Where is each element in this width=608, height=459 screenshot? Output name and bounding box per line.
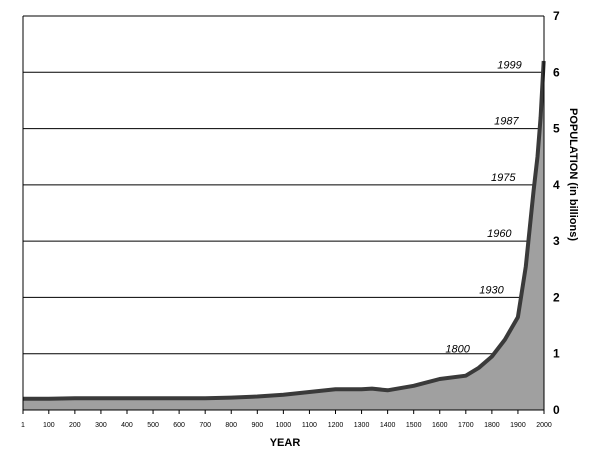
x-tick-label: 1800 xyxy=(484,422,500,429)
x-tick-label: 1900 xyxy=(510,422,526,429)
y-tick-label: 0 xyxy=(553,403,560,417)
y-tick-label: 7 xyxy=(553,9,560,23)
x-tick-label: 1500 xyxy=(406,422,422,429)
gridlines xyxy=(23,15,544,355)
y-tick-labels: 0 1 2 3 4 5 6 7 xyxy=(553,9,560,417)
x-axis-label: YEAR xyxy=(270,437,301,449)
x-tick-label: 300 xyxy=(95,422,107,429)
x-tick-label: 900 xyxy=(251,422,263,429)
x-tick-label: 500 xyxy=(147,422,159,429)
axes xyxy=(22,16,545,414)
x-tick-labels: 1 100 200 300 400 500 600 700 800 900 1000 1100 1200… xyxy=(21,422,552,429)
x-tick-label: 1600 xyxy=(432,422,448,429)
x-tick-label: 1100 xyxy=(302,422,317,429)
x-tick-label: 1300 xyxy=(354,422,370,429)
x-tick-label: 700 xyxy=(199,422,211,429)
y-tick-label: 1 xyxy=(553,347,560,361)
x-tick-label: 1700 xyxy=(458,422,474,429)
y-tick-label: 6 xyxy=(553,65,560,79)
y-tick-label: 2 xyxy=(553,290,560,304)
x-tick-label: 1000 xyxy=(276,422,292,429)
x-tick-label: 100 xyxy=(43,422,55,429)
x-tick-label: 800 xyxy=(225,422,237,429)
annotation-label: 1999 xyxy=(497,59,521,71)
annotation-label: 1930 xyxy=(479,284,504,296)
y-tick-label: 5 xyxy=(553,122,560,136)
annotation-label: 1800 xyxy=(445,344,470,356)
x-tick-label: 1200 xyxy=(328,422,344,429)
x-tick-label: 600 xyxy=(173,422,185,429)
x-tick-label: 2000 xyxy=(536,422,552,429)
population-area xyxy=(23,61,544,410)
population-line xyxy=(23,60,546,401)
annotation-label: 1987 xyxy=(494,116,519,128)
x-tick-label: 200 xyxy=(69,422,81,429)
y-tick-label: 3 xyxy=(553,234,560,248)
area-series xyxy=(23,60,546,410)
year-annotations: 1800 1930 1960 1975 1987 1999 xyxy=(445,59,521,355)
x-tick-label: 1400 xyxy=(380,422,396,429)
y-axis-label: POPULATION (in billions) xyxy=(567,108,579,241)
y-tick-label: 4 xyxy=(553,178,560,192)
annotation-label: 1975 xyxy=(491,172,516,184)
x-tick-label: 1 xyxy=(21,422,25,429)
x-tick-label: 400 xyxy=(121,422,133,429)
annotation-label: 1960 xyxy=(487,228,512,240)
